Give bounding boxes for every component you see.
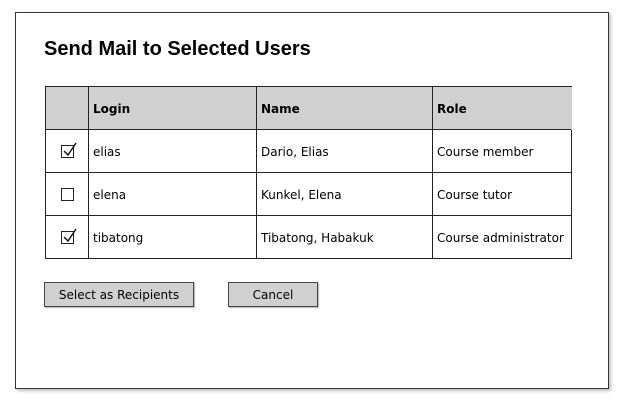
table-cell: tibatong	[93, 230, 144, 245]
table-cell: elias	[93, 144, 121, 159]
row-checkbox[interactable]	[61, 142, 77, 158]
action-button[interactable]: Select as Recipients	[44, 282, 194, 307]
table-cell: Kunkel, Elena	[261, 187, 342, 202]
row-checkbox[interactable]	[61, 228, 77, 244]
row-checkbox[interactable]	[61, 188, 74, 201]
column-divider	[432, 87, 433, 258]
row-divider	[46, 172, 571, 173]
table-cell: Course tutor	[437, 187, 512, 202]
users-table: Login Name Role elias Dario, Elias Course mem…	[45, 86, 572, 259]
column-header: Name	[257, 87, 433, 130]
dialog-frame	[15, 12, 609, 389]
table-cell: Course administrator	[437, 230, 564, 245]
table-cell: Tibatong, Habakuk	[261, 230, 374, 245]
column-header: Role	[433, 87, 572, 130]
column-header: Login	[89, 87, 257, 130]
row-divider	[46, 215, 571, 216]
table-cell: Dario, Elias	[261, 144, 329, 159]
column-divider	[88, 87, 89, 258]
action-button[interactable]: Cancel	[228, 282, 318, 307]
checkmark-path	[63, 228, 77, 243]
row-divider	[46, 129, 571, 130]
checkmark-path	[63, 142, 77, 157]
table-cell: elena	[93, 187, 127, 202]
table-cell: Course member	[437, 144, 534, 159]
column-divider	[256, 87, 257, 258]
checkmark	[63, 142, 77, 157]
checkmark	[63, 228, 77, 243]
dialog-title: Send Mail to Selected Users	[44, 38, 311, 60]
